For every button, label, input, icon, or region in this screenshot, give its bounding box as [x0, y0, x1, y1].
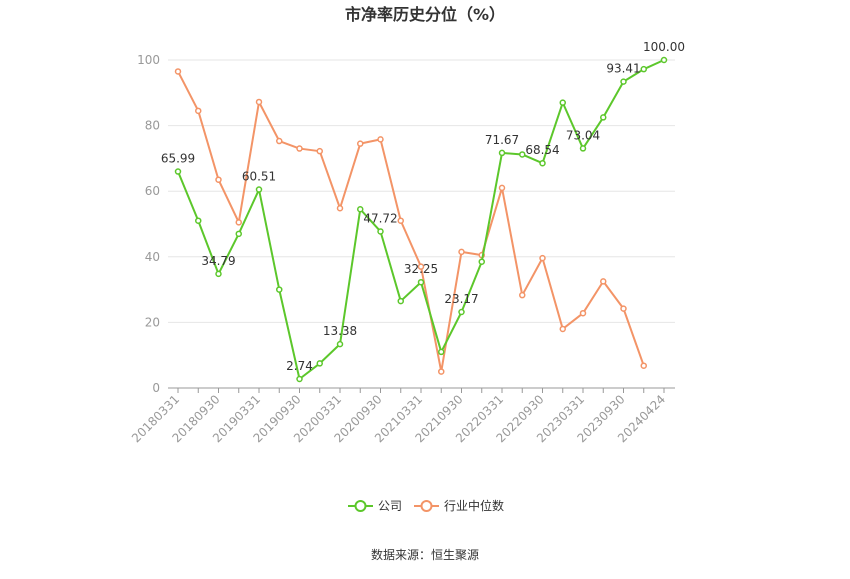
data-point	[195, 217, 202, 224]
data-label: 34.79	[201, 254, 235, 268]
data-point	[478, 258, 485, 265]
grid-lines	[168, 59, 675, 323]
legend-swatch-marker	[354, 500, 367, 512]
data-label: 73.04	[566, 128, 600, 142]
data-label: 47.72	[363, 211, 397, 225]
data-point	[255, 186, 263, 193]
series-line-0	[177, 59, 665, 381]
data-point	[498, 149, 506, 157]
data-point	[620, 78, 627, 85]
series-line-1	[177, 71, 645, 373]
data-point	[539, 254, 546, 262]
data-point	[195, 107, 202, 115]
y-tick-label: 40	[145, 250, 160, 264]
data-point	[174, 168, 182, 175]
legend-label: 公司	[378, 499, 402, 513]
y-tick-label: 20	[145, 315, 160, 329]
data-point	[458, 248, 465, 256]
data-point	[296, 375, 303, 383]
source-note: 数据来源：恒生聚源	[371, 547, 479, 562]
data-point	[235, 230, 242, 238]
data-point	[336, 340, 344, 348]
data-label: 93.41	[606, 62, 640, 76]
y-tick-label: 60	[145, 184, 160, 198]
data-label: 100.00	[643, 40, 685, 54]
data-point	[215, 176, 222, 183]
data-point	[458, 308, 465, 316]
data-point	[640, 65, 647, 73]
data-point	[357, 140, 364, 147]
axes: 0204060801002018033120180930201903312019…	[129, 53, 675, 445]
data-point	[640, 362, 647, 369]
data-point	[417, 263, 425, 270]
data-point	[600, 278, 607, 285]
data-labels: 65.99 34.79 60.51 2.74 13.38 47.72 32.25 23.17 7…	[161, 40, 685, 373]
legend-item-1[interactable]: 行业中位数	[414, 498, 504, 513]
data-label: 65.99	[161, 152, 195, 166]
data-point	[276, 137, 283, 145]
data-point	[519, 151, 526, 158]
data-point	[235, 219, 242, 226]
data-point	[336, 205, 344, 212]
data-label: 13.38	[323, 324, 357, 338]
data-point	[498, 184, 506, 192]
data-label: 71.67	[485, 133, 519, 147]
data-point	[438, 348, 445, 356]
data-point	[377, 136, 384, 143]
y-tick-label: 0	[152, 381, 160, 395]
data-point	[397, 217, 404, 224]
data-point	[417, 278, 425, 286]
data-point	[559, 99, 566, 106]
chart-title: 市净率历史分位（%）	[345, 5, 505, 24]
data-point	[600, 114, 607, 121]
series-lines	[174, 56, 668, 383]
y-tick-label: 100	[137, 53, 160, 67]
legend[interactable]: 公司 行业中位数	[348, 498, 504, 513]
legend-item-0[interactable]: 公司	[348, 499, 402, 513]
data-point	[215, 270, 222, 278]
data-point	[519, 291, 526, 299]
data-point	[579, 309, 587, 317]
data-point	[620, 305, 627, 312]
data-label: 2.74	[286, 359, 313, 373]
data-label: 23.17	[444, 292, 478, 306]
data-point	[316, 147, 323, 155]
data-label: 60.51	[242, 170, 276, 184]
data-point	[276, 286, 283, 293]
y-tick-label: 80	[145, 119, 160, 133]
data-point	[174, 68, 182, 75]
legend-swatch-marker	[420, 500, 433, 512]
data-label: 32.25	[404, 262, 438, 276]
data-point	[438, 368, 445, 375]
legend-label: 行业中位数	[444, 498, 504, 513]
data-point	[377, 228, 384, 235]
data-point	[296, 145, 303, 152]
data-point	[579, 145, 587, 152]
data-point	[316, 360, 323, 367]
data-label: 68.54	[525, 143, 559, 157]
data-point	[539, 159, 546, 167]
data-point	[255, 98, 263, 106]
data-point	[357, 205, 364, 213]
data-point	[660, 56, 668, 64]
data-point	[559, 325, 566, 333]
data-point	[397, 297, 404, 305]
